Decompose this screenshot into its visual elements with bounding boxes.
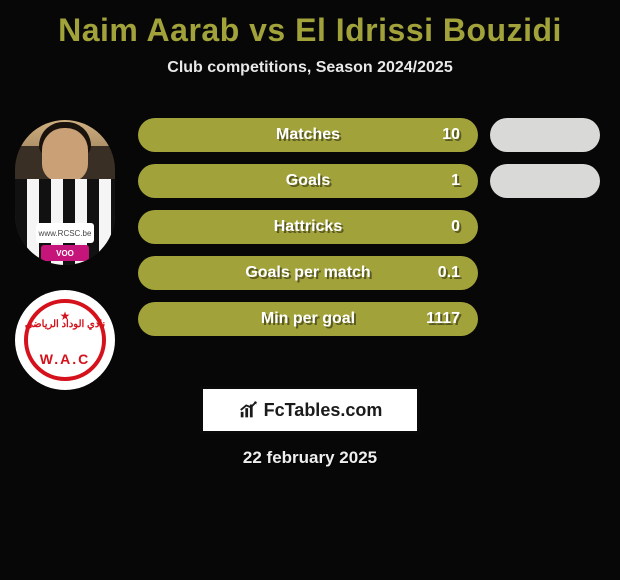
comparison-pill bbox=[490, 210, 600, 244]
club-badge: ★ نادي الوداد الرياضي W.A.C bbox=[15, 290, 115, 390]
stat-bar: Min per goal 1117 bbox=[138, 302, 478, 336]
stat-value: 0.1 bbox=[438, 264, 460, 282]
club-badge-arabic: نادي الوداد الرياضي bbox=[25, 319, 105, 330]
stat-label: Goals bbox=[286, 172, 330, 190]
footer-brand-box[interactable]: FcTables.com bbox=[200, 386, 420, 434]
stat-bar-fill: Hattricks 0 bbox=[138, 210, 478, 244]
jersey-badge-text: www.RCSC.be bbox=[36, 223, 94, 243]
stat-value: 10 bbox=[442, 126, 460, 144]
avatar-column: www.RCSC.be VOO ★ نادي الوداد الرياضي W.… bbox=[10, 120, 120, 390]
stat-value: 0 bbox=[451, 218, 460, 236]
brand-chart-icon bbox=[238, 399, 260, 421]
comparison-pill bbox=[490, 256, 600, 290]
stat-label: Hattricks bbox=[274, 218, 342, 236]
stat-bar: Matches 10 bbox=[138, 118, 478, 152]
footer-brand-text: FcTables.com bbox=[264, 400, 383, 421]
stat-bar-fill: Goals per match 0.1 bbox=[138, 256, 478, 290]
stat-bar: Goals per match 0.1 bbox=[138, 256, 478, 290]
club-badge-acronym: W.A.C bbox=[40, 351, 90, 367]
stat-label: Goals per match bbox=[245, 264, 370, 282]
comparison-pill bbox=[490, 302, 600, 336]
comparison-pills bbox=[490, 118, 600, 348]
subtitle: Club competitions, Season 2024/2025 bbox=[0, 59, 620, 77]
stats-bars: Matches 10 Goals 1 Hattricks 0 Goals per match… bbox=[138, 118, 478, 348]
stat-bar: Hattricks 0 bbox=[138, 210, 478, 244]
stat-bar-fill: Matches 10 bbox=[138, 118, 478, 152]
player-avatar: www.RCSC.be VOO bbox=[15, 120, 115, 265]
stat-label: Matches bbox=[276, 126, 340, 144]
page-title: Naim Aarab vs El Idrissi Bouzidi bbox=[0, 0, 620, 49]
stat-value: 1 bbox=[451, 172, 460, 190]
snapshot-date: 22 february 2025 bbox=[243, 448, 377, 468]
stat-label: Min per goal bbox=[261, 310, 355, 328]
comparison-pill bbox=[490, 118, 600, 152]
jersey-sponsor-text: VOO bbox=[41, 245, 89, 261]
comparison-pill bbox=[490, 164, 600, 198]
stat-value: 1117 bbox=[426, 310, 460, 328]
stat-bar-fill: Goals 1 bbox=[138, 164, 478, 198]
stat-bar: Goals 1 bbox=[138, 164, 478, 198]
stat-bar-fill: Min per goal 1117 bbox=[138, 302, 478, 336]
